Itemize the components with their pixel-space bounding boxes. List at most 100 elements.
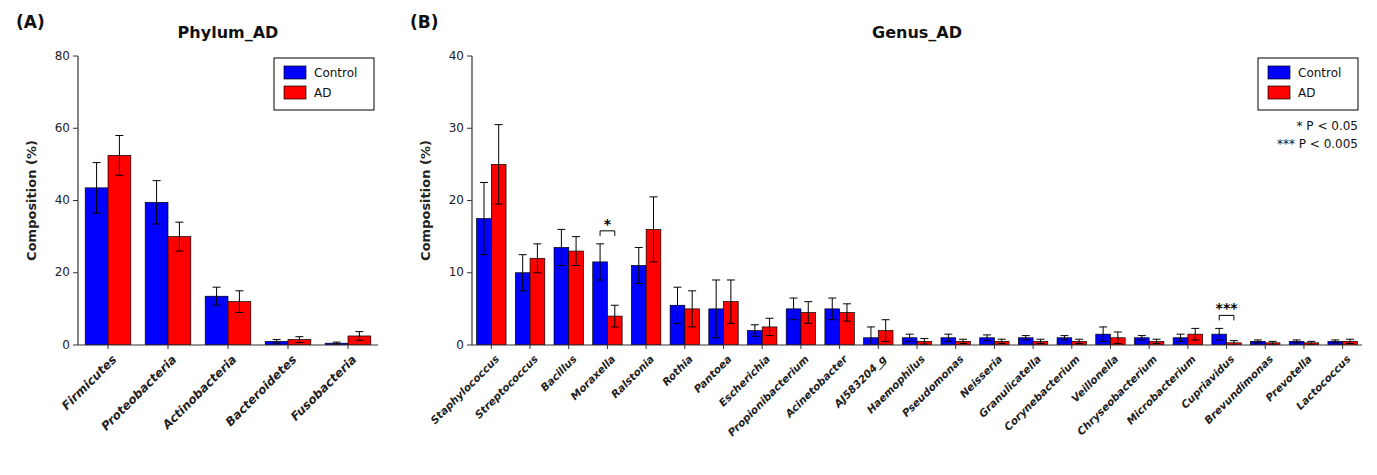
- x-tick-label: Firmicutes: [59, 352, 119, 412]
- error-bar: [480, 182, 488, 254]
- error-bar: [882, 320, 890, 342]
- error-bar: [495, 125, 503, 204]
- x-tick: [491, 345, 492, 349]
- bar: [108, 155, 131, 345]
- panel: 0 10 20 30 40 StaphylococcusStreptococcusBaci…: [410, 12, 1362, 438]
- x-tick-label: Ralstonia: [609, 353, 657, 401]
- y-tick: [467, 128, 472, 129]
- x-tick-label: Streptococcus: [472, 353, 540, 421]
- x-tick: [530, 345, 531, 349]
- error-bar: [920, 338, 928, 344]
- error-bar: [1022, 336, 1030, 340]
- x-tick: [108, 345, 109, 349]
- y-tick: [73, 345, 78, 346]
- error-bar: [153, 181, 161, 224]
- y-tick-label: 10: [449, 265, 464, 279]
- legend: Control AD: [1258, 58, 1358, 110]
- error-bar: [235, 291, 243, 313]
- error-bar: [635, 247, 643, 283]
- error-bar: [906, 334, 914, 341]
- error-bar: [596, 244, 604, 280]
- y-tick-label: 40: [449, 49, 464, 63]
- figure: 020406080FirmicutesProteobacteriaActinob…: [0, 0, 1377, 475]
- error-bar: [1254, 340, 1262, 343]
- error-bar: [295, 337, 303, 343]
- x-tick-label: Staphylococcus: [428, 353, 501, 426]
- x-tick: [646, 345, 647, 349]
- error-bar: [649, 197, 657, 262]
- y-tick-label: 40: [55, 193, 70, 207]
- error-bar: [1099, 327, 1107, 341]
- y-tick-label: 60: [55, 121, 70, 135]
- error-bar: [355, 332, 363, 341]
- x-tick-label: Corynebacterium: [1001, 353, 1081, 433]
- legend-label: Control: [314, 66, 357, 80]
- x-tick: [348, 345, 349, 349]
- legend-label: Control: [1298, 66, 1341, 80]
- error-bar: [790, 298, 798, 320]
- x-tick: [955, 345, 956, 349]
- error-bar: [1060, 336, 1068, 340]
- x-tick-label: Brevundimonas: [1202, 353, 1276, 427]
- y-tick: [467, 200, 472, 201]
- x-tick: [723, 345, 724, 349]
- error-bar: [944, 334, 952, 341]
- x-tick: [1226, 345, 1227, 349]
- legend-swatch: [1268, 86, 1290, 99]
- legend-label: AD: [1298, 86, 1315, 100]
- error-bar: [1177, 334, 1185, 341]
- error-bar: [213, 287, 221, 305]
- error-bar: [1138, 336, 1146, 340]
- error-bar: [572, 237, 580, 266]
- error-bar: [273, 340, 281, 344]
- error-bar: [557, 229, 565, 265]
- x-tick-label: Bacillus: [538, 353, 579, 394]
- y-tick: [73, 56, 78, 57]
- panel: 020406080FirmicutesProteobacteriaActinob…: [16, 12, 378, 433]
- error-bar: [1293, 340, 1301, 343]
- x-tick: [1342, 345, 1343, 349]
- error-bar: [1153, 339, 1161, 343]
- error-bar: [751, 325, 759, 337]
- x-tick-label: Bacteroidetes: [223, 352, 300, 429]
- error-bar: [804, 302, 812, 324]
- y-tick-label: 20: [55, 265, 70, 279]
- y-axis-label: Composition (%): [418, 140, 433, 261]
- title: Phylum_AD: [178, 23, 279, 42]
- error-bar: [1191, 328, 1199, 340]
- y-tick: [467, 345, 472, 346]
- error-bar: [828, 298, 836, 320]
- error-bar: [1331, 340, 1339, 343]
- x-tick: [1303, 345, 1304, 349]
- x-tick-label: Moraxella: [568, 353, 618, 403]
- error-bar: [533, 244, 541, 273]
- x-tick: [800, 345, 801, 349]
- error-bar: [688, 291, 696, 327]
- x-tick-label: Rothia: [660, 353, 695, 388]
- y-tick-label: 30: [449, 121, 464, 135]
- bar: [168, 237, 191, 345]
- y-tick-label: 80: [55, 49, 70, 63]
- error-bar: [175, 222, 183, 251]
- error-bar: [1346, 339, 1354, 343]
- significance-marker: ***: [1216, 300, 1239, 316]
- error-bar: [93, 163, 101, 214]
- y-tick: [467, 56, 472, 57]
- x-tick: [1187, 345, 1188, 349]
- legend-frame: [1258, 58, 1358, 110]
- y-tick: [73, 200, 78, 201]
- x-tick: [878, 345, 879, 349]
- x-tick: [168, 345, 169, 349]
- error-bar: [1230, 341, 1238, 345]
- legend: ControlAD: [274, 58, 374, 110]
- x-tick-label: Microbacterium: [1124, 353, 1198, 427]
- x-tick: [1110, 345, 1111, 349]
- error-bar: [1075, 339, 1083, 343]
- y-tick-label: 20: [449, 193, 464, 207]
- error-bar: [673, 287, 681, 323]
- error-bar: [727, 280, 735, 323]
- x-tick-label: Fusobacteria: [288, 352, 359, 423]
- x-tick-label: Lactococcus: [1293, 353, 1352, 412]
- x-tick: [568, 345, 569, 349]
- y-tick-label: 0: [456, 338, 464, 352]
